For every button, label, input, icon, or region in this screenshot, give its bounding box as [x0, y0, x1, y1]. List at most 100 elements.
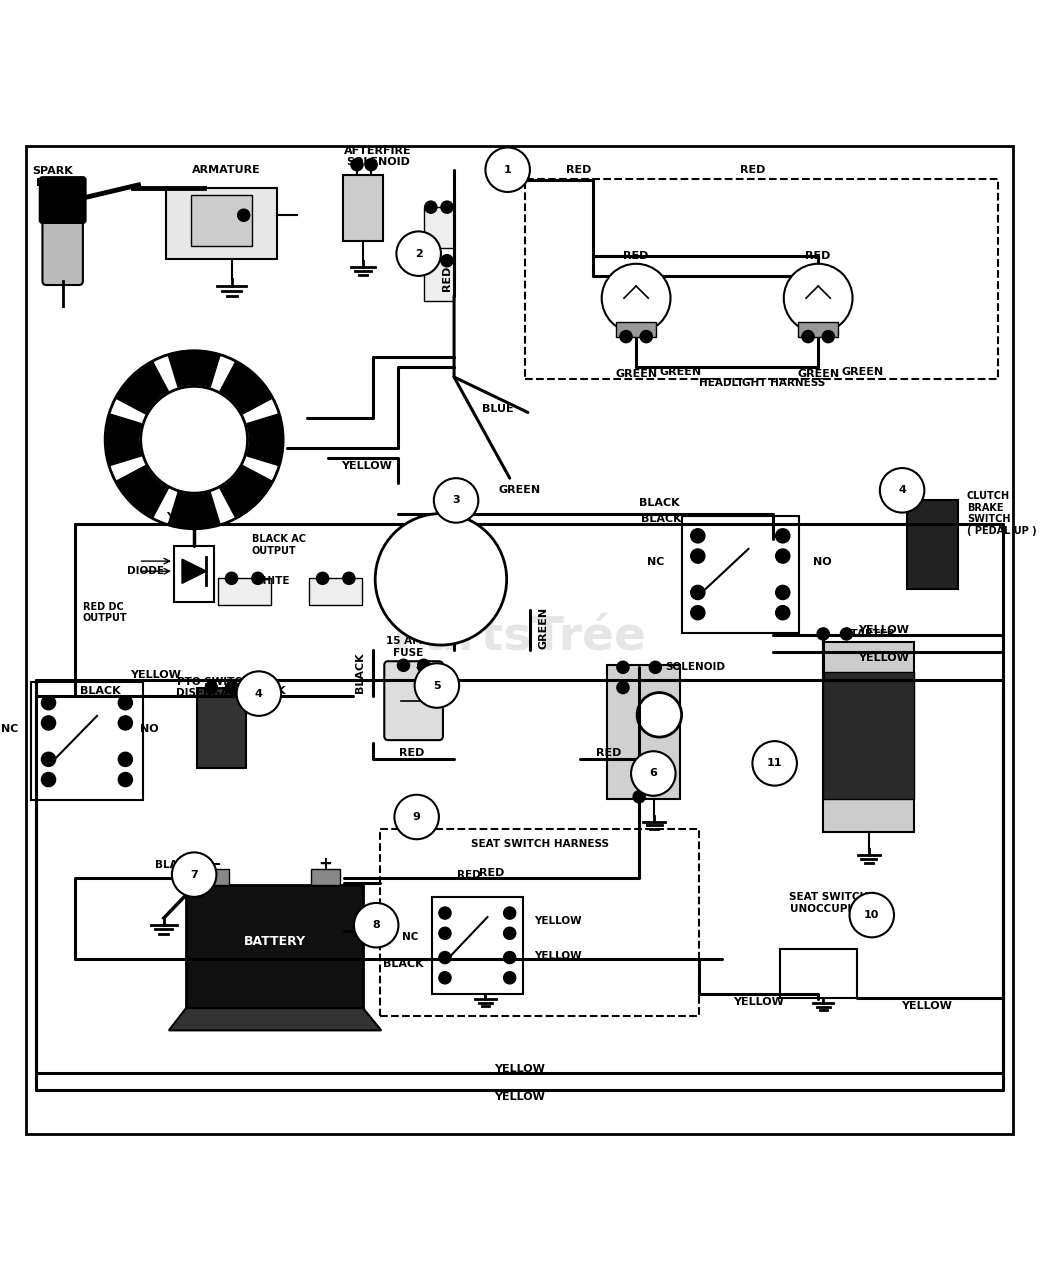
Circle shape	[343, 572, 355, 585]
Text: YELLOW: YELLOW	[166, 512, 217, 522]
Bar	[174, 547, 215, 602]
Text: BATTERY: BATTERY	[247, 934, 303, 948]
Text: 2: 2	[415, 248, 422, 259]
Text: 8: 8	[372, 920, 380, 931]
Circle shape	[394, 795, 439, 840]
Text: RED: RED	[442, 265, 452, 291]
Polygon shape	[182, 559, 206, 584]
Bar	[432, 897, 523, 995]
Bar	[311, 869, 340, 884]
Circle shape	[439, 951, 451, 964]
Circle shape	[850, 893, 894, 937]
Circle shape	[118, 716, 132, 730]
Text: YELLOW: YELLOW	[495, 1064, 545, 1074]
Circle shape	[434, 479, 478, 522]
Text: YELLOW: YELLOW	[858, 625, 910, 635]
Circle shape	[439, 908, 451, 919]
Text: CLUTCH
BRAKE
SWITCH
( PEDAL UP ): CLUTCH BRAKE SWITCH ( PEDAL UP )	[967, 492, 1036, 536]
Polygon shape	[168, 493, 220, 529]
Text: YELLOW: YELLOW	[901, 1001, 952, 1011]
Circle shape	[439, 927, 451, 940]
Circle shape	[504, 927, 516, 940]
Polygon shape	[105, 413, 141, 466]
Text: YELLOW: YELLOW	[341, 461, 392, 471]
Circle shape	[42, 695, 56, 710]
Circle shape	[637, 692, 681, 737]
Bar	[423, 207, 454, 247]
Text: 9: 9	[413, 812, 420, 822]
Text: YELLOW: YELLOW	[534, 951, 582, 960]
Text: START: START	[417, 556, 454, 566]
Text: 2: 2	[401, 596, 407, 605]
Text: AFTERFIRE
SOLENOID: AFTERFIRE SOLENOID	[345, 146, 412, 168]
Text: PartsTrée: PartsTrée	[393, 616, 647, 660]
Text: 3: 3	[401, 572, 408, 582]
Circle shape	[424, 201, 437, 214]
Text: 6: 6	[475, 572, 480, 582]
Circle shape	[237, 671, 281, 716]
Circle shape	[238, 209, 249, 221]
Text: BLACK AC
OUTPUT: BLACK AC OUTPUT	[252, 534, 306, 556]
Circle shape	[225, 572, 238, 585]
Circle shape	[504, 951, 516, 964]
Bar	[607, 666, 679, 799]
Text: PTO SWITCH
DISENGAGED: PTO SWITCH DISENGAGED	[176, 677, 253, 699]
Circle shape	[504, 908, 516, 919]
Text: YELLOW: YELLOW	[495, 1092, 545, 1102]
Text: SOLENOID: SOLENOID	[664, 662, 725, 672]
Circle shape	[396, 232, 441, 276]
Text: RED: RED	[399, 749, 424, 758]
Circle shape	[118, 773, 132, 787]
Bar	[343, 175, 384, 241]
Text: 3: 3	[453, 495, 460, 506]
FancyBboxPatch shape	[40, 177, 86, 223]
Circle shape	[776, 529, 790, 543]
Text: ARMATURE: ARMATURE	[192, 165, 261, 174]
Circle shape	[172, 852, 216, 897]
Text: GREEN: GREEN	[798, 369, 839, 379]
Text: BLACK: BLACK	[155, 860, 193, 869]
Text: 10: 10	[864, 910, 879, 920]
Bar	[197, 687, 245, 768]
Circle shape	[802, 330, 814, 343]
Text: GREEN: GREEN	[615, 369, 657, 379]
Text: SEAT SWITCH
UNOCCUPIED: SEAT SWITCH UNOCCUPIED	[789, 892, 868, 914]
Text: 1: 1	[504, 165, 511, 174]
Text: 5: 5	[433, 681, 441, 690]
Circle shape	[817, 628, 829, 640]
Text: RED DC
OUTPUT: RED DC OUTPUT	[83, 602, 128, 623]
Circle shape	[776, 549, 790, 563]
Circle shape	[631, 751, 676, 796]
Circle shape	[691, 585, 705, 599]
Bar	[423, 261, 454, 301]
Circle shape	[752, 741, 796, 786]
Bar	[798, 323, 838, 337]
Text: 6: 6	[650, 768, 657, 778]
Text: WHITE: WHITE	[252, 576, 290, 586]
Text: YELLOW: YELLOW	[534, 916, 582, 927]
Circle shape	[691, 529, 705, 543]
Bar	[31, 682, 143, 800]
Circle shape	[354, 902, 398, 947]
Bar	[824, 672, 914, 799]
Circle shape	[439, 972, 451, 984]
Circle shape	[784, 264, 852, 333]
Circle shape	[375, 513, 506, 645]
Circle shape	[316, 572, 329, 585]
Text: 7: 7	[455, 613, 460, 622]
Text: RED: RED	[806, 251, 831, 261]
Circle shape	[691, 549, 705, 563]
Text: NO: NO	[139, 724, 158, 733]
Bar	[200, 869, 228, 884]
Circle shape	[485, 147, 530, 192]
Bar	[218, 579, 271, 604]
Circle shape	[42, 773, 56, 787]
Circle shape	[640, 330, 652, 343]
Text: STATOR: STATOR	[167, 433, 221, 447]
Text: 11: 11	[767, 758, 783, 768]
Polygon shape	[220, 466, 272, 518]
Circle shape	[424, 255, 437, 266]
Bar	[780, 950, 856, 998]
Circle shape	[140, 387, 247, 493]
Circle shape	[397, 659, 410, 671]
